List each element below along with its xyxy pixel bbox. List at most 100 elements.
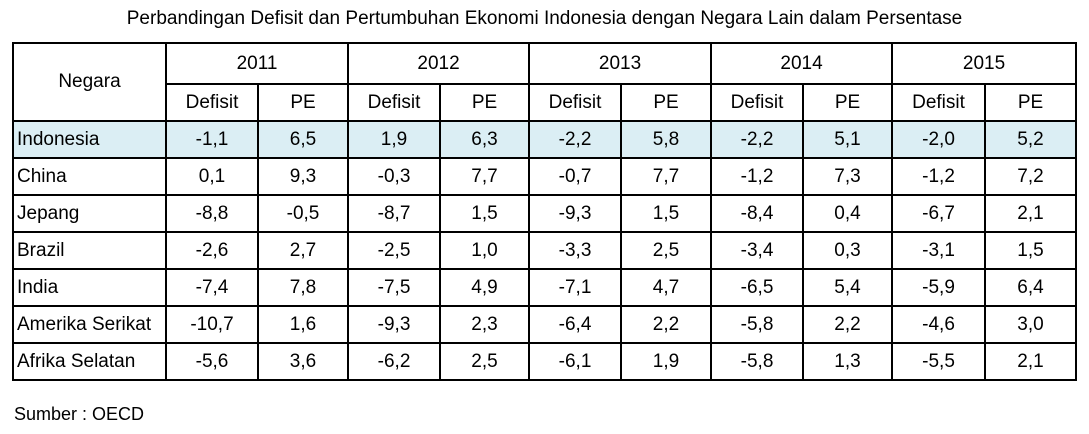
value-cell: -0,7 — [528, 157, 623, 196]
value-cell: -3,4 — [710, 231, 805, 270]
value-cell: 2,3 — [439, 305, 531, 344]
value-cell: -6,5 — [710, 268, 805, 307]
value-cell: 1,5 — [439, 194, 531, 233]
value-cell: 5,8 — [620, 120, 713, 159]
value-cell: -9,3 — [347, 305, 442, 344]
subheader: Defisit — [347, 83, 442, 122]
value-cell: 7,2 — [984, 157, 1078, 196]
value-cell: -0,3 — [347, 157, 442, 196]
data-row: India -7,4 7,8 -7,5 4,9 -7,1 4,7 -6,5 5,4 -5,9 6,4 — [12, 268, 1078, 307]
value-cell: -3,1 — [891, 231, 987, 270]
subheader: Defisit — [710, 83, 805, 122]
data-row: Amerika Serikat -10,7 1,6 -9,3 2,3 -6,4 2,2 -5,… — [12, 305, 1078, 344]
country-cell: Amerika Serikat — [12, 305, 167, 344]
value-cell: 0,3 — [802, 231, 894, 270]
value-cell: -5,8 — [710, 342, 805, 381]
value-cell: -7,1 — [528, 268, 623, 307]
value-cell: -7,4 — [165, 268, 259, 307]
value-cell: 2,5 — [620, 231, 713, 270]
data-row: Afrika Selatan -5,6 3,6 -6,2 2,5 -6,1 1,9 -5,8 1… — [12, 342, 1078, 381]
value-cell: -6,2 — [347, 342, 442, 381]
value-cell: -4,6 — [891, 305, 987, 344]
year-header: 2013 — [528, 42, 713, 85]
value-cell: -2,0 — [891, 120, 987, 159]
year-header: 2011 — [164, 42, 350, 85]
data-row: Indonesia -1,1 6,5 1,9 6,3 -2,2 5,8 -2,2 5,1 -2,0… — [12, 120, 1078, 159]
value-cell: 1,9 — [620, 342, 713, 381]
value-cell: 4,9 — [439, 268, 531, 307]
value-cell: 5,4 — [802, 268, 894, 307]
value-cell: -5,5 — [891, 342, 987, 381]
value-cell: 2,2 — [620, 305, 713, 344]
value-cell: 2,5 — [439, 342, 531, 381]
value-cell: 0,4 — [802, 194, 894, 233]
value-cell: 9,3 — [256, 157, 350, 196]
country-cell: India — [12, 268, 167, 307]
corner-header: Negara — [12, 42, 167, 122]
value-cell: 7,3 — [802, 157, 894, 196]
subheader: Defisit — [165, 83, 259, 122]
value-cell: -5,9 — [891, 268, 987, 307]
value-cell: 5,2 — [984, 120, 1078, 159]
subheader: PE — [802, 83, 894, 122]
value-cell: 4,7 — [620, 268, 713, 307]
value-cell: -3,3 — [528, 231, 623, 270]
value-cell: 2,2 — [802, 305, 894, 344]
country-cell: China — [12, 157, 167, 196]
value-cell: -1,1 — [165, 120, 259, 159]
value-cell: -8,4 — [710, 194, 805, 233]
value-cell: 1,9 — [347, 120, 442, 159]
value-cell: 7,7 — [439, 157, 531, 196]
country-cell: Afrika Selatan — [12, 342, 167, 381]
value-cell: 5,1 — [802, 120, 894, 159]
year-header: 2014 — [710, 42, 894, 85]
value-cell: -6,1 — [528, 342, 623, 381]
value-cell: -10,7 — [165, 305, 259, 344]
value-cell: -8,8 — [165, 194, 259, 233]
subheader: PE — [984, 83, 1078, 122]
value-cell: 6,5 — [256, 120, 350, 159]
header-row: Negara 2011 2012 2013 2014 2015 — [12, 42, 1078, 122]
value-cell: -6,4 — [528, 305, 623, 344]
data-row: Brazil -2,6 2,7 -2,5 1,0 -3,3 2,5 -3,4 0,3 -3,1 1,… — [12, 231, 1078, 270]
value-cell: 1,0 — [439, 231, 531, 270]
country-cell: Indonesia — [12, 120, 167, 159]
value-cell: -6,7 — [891, 194, 987, 233]
value-cell: 6,3 — [439, 120, 531, 159]
value-cell: 1,5 — [984, 231, 1078, 270]
value-cell: 3,6 — [256, 342, 350, 381]
subheader: PE — [620, 83, 713, 122]
value-cell: -9,3 — [528, 194, 623, 233]
country-cell: Jepang — [12, 194, 167, 233]
value-cell: 3,0 — [984, 305, 1078, 344]
table-title: Perbandingan Defisit dan Pertumbuhan Eko… — [126, 8, 963, 29]
value-cell: 2,1 — [984, 194, 1078, 233]
value-cell: 2,1 — [984, 342, 1078, 381]
value-cell: 7,8 — [256, 268, 350, 307]
value-cell: -5,6 — [165, 342, 259, 381]
year-header: 2015 — [891, 42, 1078, 85]
value-cell: -1,2 — [891, 157, 987, 196]
data-row: Jepang -8,8 -0,5 -8,7 1,5 -9,3 1,5 -8,4 0,4 -6,7 2… — [12, 194, 1078, 233]
source-note: Sumber : OECD — [14, 404, 145, 424]
subheader: Defisit — [891, 83, 987, 122]
subheader: Defisit — [528, 83, 623, 122]
value-cell: -7,5 — [347, 268, 442, 307]
subheader: PE — [439, 83, 531, 122]
value-cell: 6,4 — [984, 268, 1078, 307]
value-cell: 1,6 — [256, 305, 350, 344]
value-cell: -2,2 — [710, 120, 805, 159]
country-cell: Brazil — [12, 231, 167, 270]
value-cell: 1,5 — [620, 194, 713, 233]
value-cell: -2,2 — [528, 120, 623, 159]
value-cell: 0,1 — [165, 157, 259, 196]
value-cell: 1,3 — [802, 342, 894, 381]
value-cell: -1,2 — [710, 157, 805, 196]
value-cell: 7,7 — [620, 157, 713, 196]
data-table: Negara 2011 2012 2013 2014 2015 Defisit PE Defis… — [12, 42, 1078, 381]
year-header: 2012 — [347, 42, 531, 85]
subheader-row: Defisit PE Defisit PE Defisit PE Defisit PE Defi… — [13, 83, 1078, 122]
subheader: PE — [256, 83, 350, 122]
value-cell: -2,6 — [165, 231, 259, 270]
